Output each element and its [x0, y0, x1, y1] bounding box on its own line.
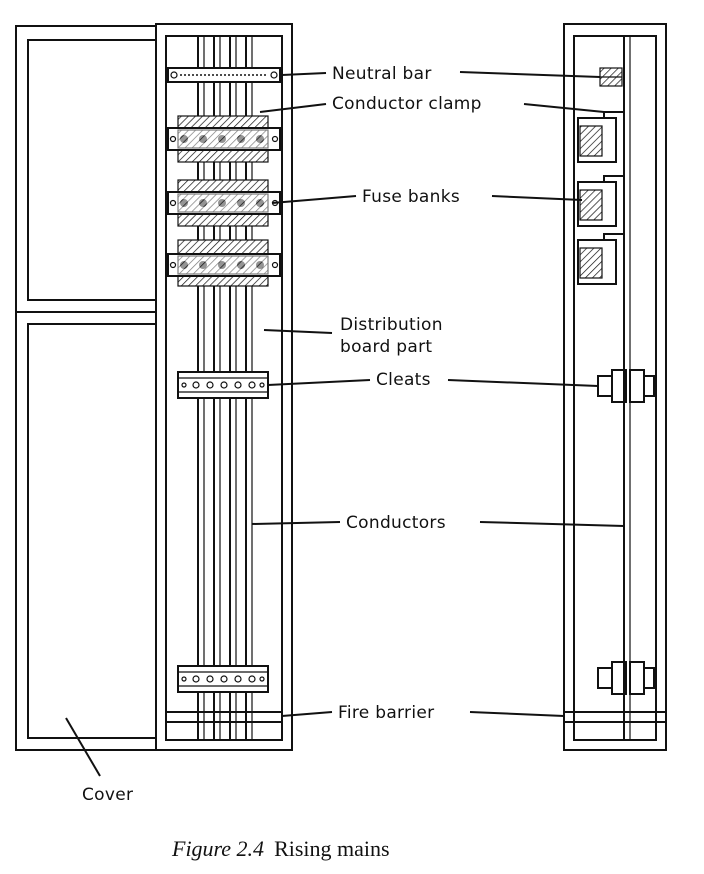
fuse-bank-1	[167, 115, 281, 163]
caption-figure-number: Figure 2.4	[171, 836, 264, 861]
label-board-part: board part	[340, 337, 432, 357]
caption-title: Rising mains	[274, 836, 390, 861]
fire-barrier-front	[166, 711, 282, 723]
label-fire-barrier: Fire barrier	[338, 703, 434, 723]
label-cover: Cover	[82, 785, 133, 805]
label-neutral-bar: Neutral bar	[332, 64, 432, 84]
label-distribution: Distribution	[340, 315, 443, 335]
cleat-lower	[177, 665, 269, 693]
leader-lines	[65, 71, 625, 777]
cleat-side-lower	[597, 661, 655, 695]
fuse-bank-2	[167, 179, 281, 227]
cover-panel	[15, 25, 157, 751]
fuse-carriers-side	[577, 111, 624, 285]
label-fuse-banks: Fuse banks	[362, 187, 460, 207]
riser-front-view	[155, 23, 293, 751]
label-cleats: Cleats	[376, 370, 431, 390]
svg-text:Figure 2.4 Rising mains: Figure 2.4 Rising mains	[171, 836, 390, 861]
figure-caption: Figure 2.4 Rising mains	[171, 836, 390, 861]
cleat-upper	[177, 371, 269, 399]
label-conductors: Conductors	[346, 513, 446, 533]
label-conductor-clamp: Conductor clamp	[332, 94, 482, 114]
neutral-bar	[167, 67, 281, 83]
riser-side-view	[563, 23, 667, 751]
fuse-bank-3	[167, 239, 281, 287]
cleat-side-upper	[597, 369, 655, 403]
